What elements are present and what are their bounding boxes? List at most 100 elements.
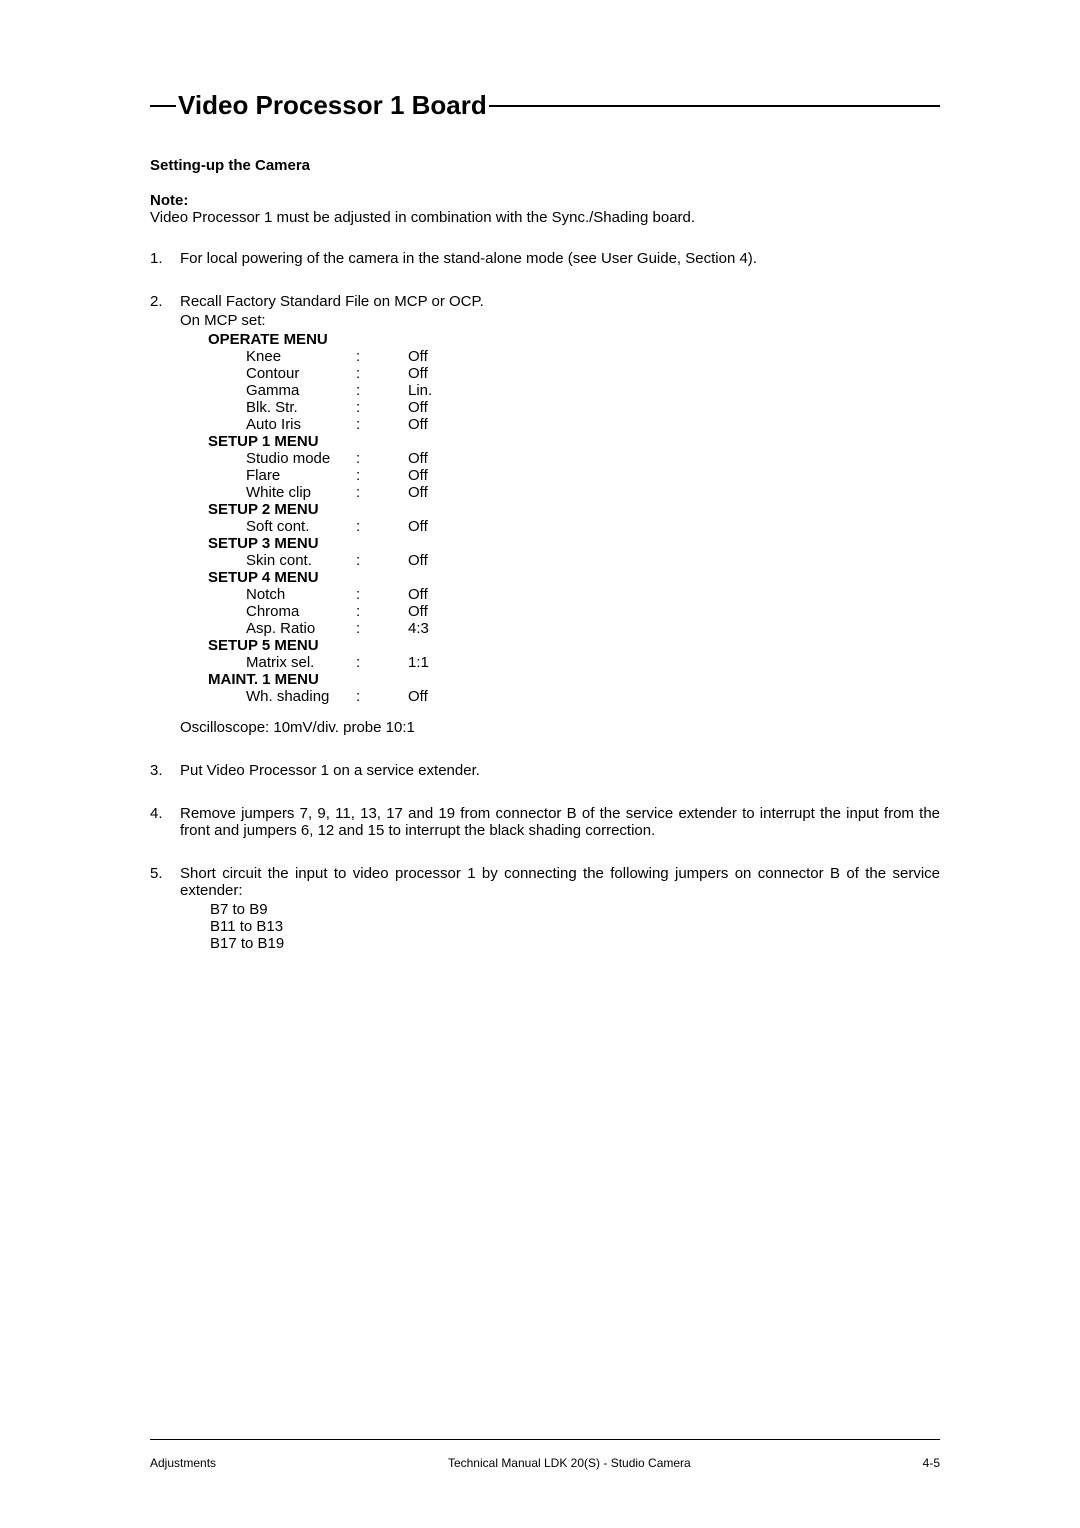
note-text: Video Processor 1 must be adjusted in co… bbox=[150, 209, 940, 226]
menu-row: Flare:Off bbox=[180, 467, 940, 484]
menu-value: Off bbox=[408, 518, 428, 535]
step-intro: Recall Factory Standard File on MCP or O… bbox=[180, 293, 940, 310]
menu-colon: : bbox=[356, 467, 408, 484]
menu-header-setup3: SETUP 3 MENU bbox=[180, 535, 940, 552]
menu-row: Soft cont.:Off bbox=[180, 518, 940, 535]
menu-value: Off bbox=[408, 416, 428, 433]
menu-label: Chroma bbox=[246, 603, 356, 620]
menu-row: Chroma:Off bbox=[180, 603, 940, 620]
menu-value: Lin. bbox=[408, 382, 432, 399]
menu-label: Gamma bbox=[246, 382, 356, 399]
menu-label: Flare bbox=[246, 467, 356, 484]
step-number: 4. bbox=[150, 805, 180, 841]
menu-label: Contour bbox=[246, 365, 356, 382]
footer-right: 4-5 bbox=[923, 1456, 940, 1470]
step-number: 3. bbox=[150, 762, 180, 781]
menu-row: Skin cont.:Off bbox=[180, 552, 940, 569]
menu-value: 1:1 bbox=[408, 654, 429, 671]
step-number: 1. bbox=[150, 250, 180, 269]
menu-label: Wh. shading bbox=[246, 688, 356, 705]
menu-label: Soft cont. bbox=[246, 518, 356, 535]
menu-value: Off bbox=[408, 365, 428, 382]
menu-colon: : bbox=[356, 654, 408, 671]
jumper-item: B17 to B19 bbox=[210, 935, 940, 952]
step-text: Short circuit the input to video process… bbox=[180, 865, 940, 899]
menu-value: Off bbox=[408, 348, 428, 365]
step-text: Put Video Processor 1 on a service exten… bbox=[180, 762, 940, 779]
step-body: Recall Factory Standard File on MCP or O… bbox=[180, 293, 940, 738]
step-1: 1. For local powering of the camera in t… bbox=[150, 250, 940, 269]
menu-row: White clip:Off bbox=[180, 484, 940, 501]
menu-header-operate: OPERATE MENU bbox=[180, 331, 940, 348]
menu-header-setup5: SETUP 5 MENU bbox=[180, 637, 940, 654]
menu-value: Off bbox=[408, 399, 428, 416]
menu-label: Knee bbox=[246, 348, 356, 365]
step-subintro: On MCP set: bbox=[180, 312, 940, 329]
menu-header-setup1: SETUP 1 MENU bbox=[180, 433, 940, 450]
menu-colon: : bbox=[356, 552, 408, 569]
step-number: 2. bbox=[150, 293, 180, 738]
jumper-list: B7 to B9 B11 to B13 B17 to B19 bbox=[180, 901, 940, 952]
menu-colon: : bbox=[356, 688, 408, 705]
menu-colon: : bbox=[356, 484, 408, 501]
menu-header-setup2: SETUP 2 MENU bbox=[180, 501, 940, 518]
menu-block: OPERATE MENU Knee:Off Contour:Off Gamma:… bbox=[180, 331, 940, 705]
menu-header-setup4: SETUP 4 MENU bbox=[180, 569, 940, 586]
menu-colon: : bbox=[356, 620, 408, 637]
step-body: Short circuit the input to video process… bbox=[180, 865, 940, 952]
menu-value: Off bbox=[408, 552, 428, 569]
menu-label: Asp. Ratio bbox=[246, 620, 356, 637]
menu-value: Off bbox=[408, 467, 428, 484]
step-text: For local powering of the camera in the … bbox=[180, 250, 940, 267]
menu-value: Off bbox=[408, 603, 428, 620]
title-rule-right bbox=[489, 105, 940, 107]
menu-label: Matrix sel. bbox=[246, 654, 356, 671]
menu-value: Off bbox=[408, 688, 428, 705]
menu-row: Notch:Off bbox=[180, 586, 940, 603]
menu-row: Contour:Off bbox=[180, 365, 940, 382]
menu-row: Wh. shading:Off bbox=[180, 688, 940, 705]
title-bar: Video Processor 1 Board bbox=[150, 90, 940, 121]
menu-row: Matrix sel.:1:1 bbox=[180, 654, 940, 671]
menu-colon: : bbox=[356, 603, 408, 620]
menu-colon: : bbox=[356, 382, 408, 399]
menu-colon: : bbox=[356, 586, 408, 603]
step-3: 3. Put Video Processor 1 on a service ex… bbox=[150, 762, 940, 781]
menu-label: Notch bbox=[246, 586, 356, 603]
menu-label: White clip bbox=[246, 484, 356, 501]
menu-colon: : bbox=[356, 365, 408, 382]
steps-list: 1. For local powering of the camera in t… bbox=[150, 250, 940, 952]
note-label: Note: bbox=[150, 192, 940, 209]
step-body: Remove jumpers 7, 9, 11, 13, 17 and 19 f… bbox=[180, 805, 940, 841]
step-5: 5. Short circuit the input to video proc… bbox=[150, 865, 940, 952]
step-body: For local powering of the camera in the … bbox=[180, 250, 940, 269]
jumper-item: B11 to B13 bbox=[210, 918, 940, 935]
footer-rule bbox=[150, 1439, 940, 1440]
menu-row: Blk. Str.:Off bbox=[180, 399, 940, 416]
menu-colon: : bbox=[356, 518, 408, 535]
page-content: Video Processor 1 Board Setting-up the C… bbox=[150, 90, 940, 976]
menu-label: Skin cont. bbox=[246, 552, 356, 569]
subheading: Setting-up the Camera bbox=[150, 157, 940, 174]
menu-row: Asp. Ratio:4:3 bbox=[180, 620, 940, 637]
step-text: Remove jumpers 7, 9, 11, 13, 17 and 19 f… bbox=[180, 805, 940, 839]
menu-value: Off bbox=[408, 586, 428, 603]
menu-colon: : bbox=[356, 416, 408, 433]
step-number: 5. bbox=[150, 865, 180, 952]
menu-colon: : bbox=[356, 450, 408, 467]
footer-row: Adjustments Technical Manual LDK 20(S) -… bbox=[150, 1456, 940, 1470]
page-title: Video Processor 1 Board bbox=[176, 90, 489, 121]
oscilloscope-line: Oscilloscope: 10mV/div. probe 10:1 bbox=[180, 719, 940, 736]
jumper-item: B7 to B9 bbox=[210, 901, 940, 918]
title-rule-left bbox=[150, 105, 176, 107]
menu-value: 4:3 bbox=[408, 620, 429, 637]
step-4: 4. Remove jumpers 7, 9, 11, 13, 17 and 1… bbox=[150, 805, 940, 841]
menu-row: Gamma:Lin. bbox=[180, 382, 940, 399]
footer-center: Technical Manual LDK 20(S) - Studio Came… bbox=[448, 1456, 691, 1470]
menu-colon: : bbox=[356, 399, 408, 416]
step-2: 2. Recall Factory Standard File on MCP o… bbox=[150, 293, 940, 738]
menu-label: Auto Iris bbox=[246, 416, 356, 433]
menu-label: Blk. Str. bbox=[246, 399, 356, 416]
menu-colon: : bbox=[356, 348, 408, 365]
page-footer: Adjustments Technical Manual LDK 20(S) -… bbox=[150, 1439, 940, 1470]
